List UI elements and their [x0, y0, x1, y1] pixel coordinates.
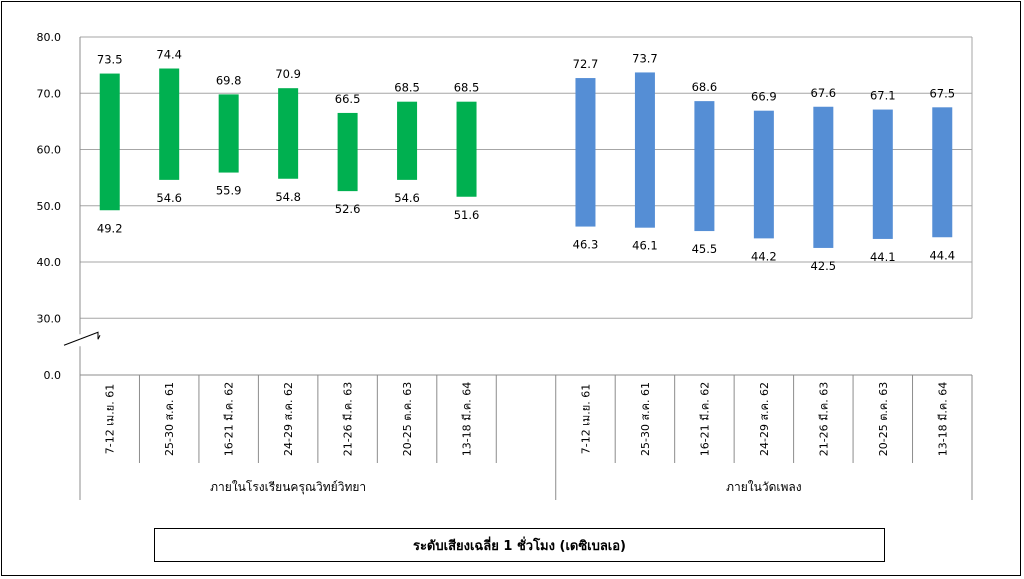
- category-label: 24-29 ส.ค. 62: [282, 382, 295, 456]
- range-bar: [337, 112, 358, 192]
- data-label-max: 70.9: [275, 67, 301, 81]
- data-label-min: 52.6: [335, 202, 361, 216]
- range-bar: [218, 94, 239, 173]
- category-label: 13-18 มี.ค. 64: [461, 382, 474, 457]
- range-bar: [813, 106, 834, 248]
- axis-break-mark: [63, 331, 101, 346]
- data-label-max: 69.8: [216, 73, 242, 87]
- category-label: 21-26 มี.ค. 63: [817, 382, 830, 457]
- data-label-max: 72.7: [573, 57, 599, 71]
- data-label-max: 67.5: [929, 86, 955, 100]
- data-label-max: 68.5: [454, 81, 480, 95]
- category-label: 25-30 ส.ค. 61: [639, 382, 652, 456]
- data-label-max: 66.9: [751, 90, 777, 104]
- y-tick-label: 50.0: [37, 200, 62, 213]
- category-label: 13-18 มี.ค. 64: [936, 382, 949, 457]
- category-label: 21-26 มี.ค. 63: [342, 382, 355, 457]
- data-label-min: 54.6: [156, 191, 182, 205]
- data-label-max: 67.6: [811, 86, 837, 100]
- data-label-min: 44.1: [870, 250, 896, 264]
- data-label-min: 46.3: [573, 238, 599, 252]
- y-tick-label: 70.0: [37, 87, 62, 100]
- range-bar: [397, 101, 418, 180]
- range-bar: [694, 101, 715, 232]
- range-bar: [159, 68, 180, 180]
- category-label: 25-30 ส.ค. 61: [163, 382, 176, 456]
- data-label-min: 51.6: [454, 208, 480, 222]
- category-label: 20-25 ต.ค. 63: [877, 382, 890, 456]
- range-bar: [872, 109, 893, 239]
- data-label-max: 68.5: [394, 81, 420, 95]
- y-tick-label: 0.0: [44, 369, 62, 382]
- data-label-min: 54.6: [394, 191, 420, 205]
- group-label: ภายในโรงเรียนครุณวิทย์วิทยา: [210, 480, 366, 495]
- data-label-min: 45.5: [692, 242, 718, 256]
- data-label-max: 73.7: [632, 51, 658, 65]
- axes: 0.0 30.0 40.0 50.0 60.0 70.0 80.0: [37, 31, 972, 382]
- legend-label: ระดับเสียงเฉลี่ย 1 ชั่วโมง (เดซิเบลเอ): [412, 538, 627, 554]
- range-bar: [278, 88, 299, 179]
- data-label-min: 54.8: [275, 190, 301, 204]
- data-label-min: 44.2: [751, 249, 777, 263]
- category-label: 20-25 ต.ค. 63: [401, 382, 414, 456]
- range-bar: [99, 73, 120, 211]
- data-label-min: 42.5: [811, 259, 837, 273]
- data-label-max: 74.4: [156, 48, 182, 62]
- data-label-max: 67.1: [870, 89, 896, 103]
- range-bar: [753, 110, 774, 239]
- category-label: 24-29 ส.ค. 62: [758, 382, 771, 456]
- data-label-min: 55.9: [216, 184, 242, 198]
- range-bar: [932, 107, 953, 238]
- range-bar: [634, 72, 655, 228]
- y-tick-label: 80.0: [37, 31, 62, 44]
- data-label-max: 68.6: [692, 80, 718, 94]
- bars: [99, 68, 953, 248]
- range-bar: [575, 78, 596, 227]
- gridlines: [80, 36, 973, 319]
- y-tick-label: 40.0: [37, 256, 62, 269]
- data-label-max: 73.5: [97, 53, 123, 67]
- category-axis: 7-12 เม.ย. 61 25-30 ส.ค. 61 16-21 มี.ค. 62…: [79, 375, 973, 500]
- category-label: 7-12 เม.ย. 61: [104, 384, 117, 454]
- category-label: 7-12 เม.ย. 61: [579, 384, 592, 454]
- data-label-min: 46.1: [632, 239, 658, 253]
- category-label: 16-21 มี.ค. 62: [698, 382, 711, 457]
- group-label: ภายในวัดเพลง: [726, 480, 802, 494]
- category-label: 16-21 มี.ค. 62: [223, 382, 236, 457]
- data-label-max: 66.5: [335, 92, 361, 106]
- data-label-min: 49.2: [97, 221, 123, 235]
- legend-box: ระดับเสียงเฉลี่ย 1 ชั่วโมง (เดซิเบลเอ): [154, 528, 885, 562]
- data-labels: 73.5 49.2 74.4 54.6 69.8 55.9 70.9 54.8 66.5 52.6…: [97, 48, 955, 273]
- y-tick-label: 30.0: [37, 312, 62, 325]
- data-label-min: 44.4: [929, 248, 955, 262]
- range-bar: [456, 101, 477, 197]
- y-tick-label: 60.0: [37, 144, 62, 157]
